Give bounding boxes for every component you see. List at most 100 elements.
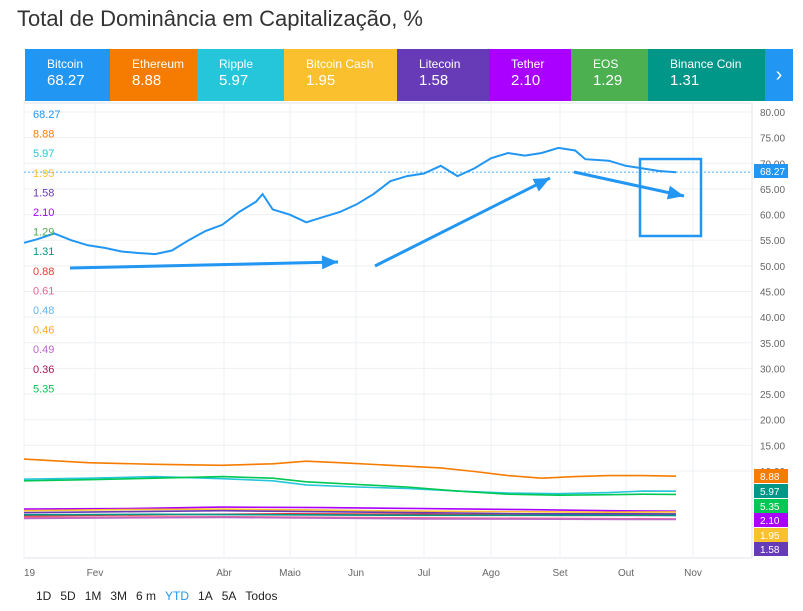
range-button-1m[interactable]: 1M [84, 589, 102, 603]
y-tick-label: 30.00 [760, 364, 785, 375]
annotation-arrow-up-shaft [374, 176, 551, 268]
range-button-1a[interactable]: 1A [198, 589, 213, 603]
tab-name: Bitcoin Cash [306, 57, 374, 71]
range-button-5a[interactable]: 5A [221, 589, 237, 603]
price-badge-value: 5.35 [760, 502, 780, 513]
price-badge [754, 528, 788, 542]
tab-name: Ethereum [132, 57, 185, 71]
x-tick-label: Abr [216, 568, 232, 579]
range-button-6m[interactable]: 6 m [136, 589, 157, 603]
price-badge-value: 68.27 [760, 167, 785, 178]
annotation-arrow-up-head [532, 178, 550, 192]
series-line-bitcoin [23, 146, 677, 256]
y-tick-label: 75.00 [760, 134, 785, 145]
legend-value: 0.48 [33, 305, 54, 317]
tab-name: Bitcoin [47, 57, 84, 71]
tab-value: 1.29 [593, 72, 623, 89]
x-tick-label: Out [618, 568, 634, 579]
x-tick-label: Set [552, 568, 567, 579]
y-tick-label: 20.00 [760, 416, 785, 427]
price-badge [754, 469, 788, 483]
y-tick-label: 60.00 [760, 211, 785, 222]
x-tick-label: Ago [482, 568, 500, 579]
y-tick-label: 50.00 [760, 262, 785, 273]
price-badge-value: 5.97 [760, 487, 780, 498]
x-tick-label: Jul [418, 568, 431, 579]
tab-eos[interactable]: EOS 1.29 [571, 49, 648, 101]
tab-name: EOS [593, 57, 619, 71]
tab-ripple[interactable]: Ripple 5.97 [197, 49, 284, 101]
price-badge-value: 1.95 [760, 531, 780, 542]
series-line-other3 [23, 516, 677, 521]
price-badge [754, 484, 788, 498]
tab-value: 1.31 [670, 72, 700, 89]
legend-value: 0.46 [33, 325, 54, 337]
tab-name: Binance Coin [670, 57, 742, 71]
range-button-ytd[interactable]: YTD [165, 589, 190, 603]
tab-name: Tether [511, 57, 545, 71]
series-line-ethereum [23, 458, 677, 480]
y-tick-label: 25.00 [760, 390, 785, 401]
y-tick-label: 45.00 [760, 288, 785, 299]
range-button-1d[interactable]: 1D [36, 589, 52, 603]
y-tick-label: 55.00 [760, 236, 785, 247]
tab-value: 1.58 [419, 72, 449, 89]
tab-bitcoin-cash[interactable]: Bitcoin Cash 1.95 [284, 49, 397, 101]
range-button-3m[interactable]: 3M [110, 589, 128, 603]
legend-value: 5.35 [33, 383, 54, 395]
tab-tether[interactable]: Tether 2.10 [489, 49, 571, 101]
price-badge [754, 164, 788, 178]
page-title: Total de Dominância em Capitalização, % [17, 6, 423, 31]
range-button-5d[interactable]: 5D [60, 589, 76, 603]
legend-value: 1.29 [33, 227, 54, 239]
legend-value: 5.97 [33, 148, 54, 160]
legend-value: 8.88 [33, 129, 54, 141]
price-badge-value: 1.58 [760, 545, 780, 556]
tab-value: 68.27 [47, 72, 85, 89]
x-tick-label: Nov [684, 568, 702, 579]
x-tick-label: 19 [24, 568, 36, 579]
legend-value: 68.27 [33, 109, 61, 121]
legend-value: 2.10 [33, 207, 54, 219]
coin-tabs: Bitcoin 68.27 Ethereum 8.88 Ripple 5.97 Bitcoi… [25, 49, 797, 101]
tab-value: 1.95 [306, 72, 336, 89]
annotation-arrow-flat-head [321, 255, 338, 270]
tab-bitcoin[interactable]: Bitcoin 68.27 [25, 49, 110, 101]
legend-value: 0.36 [33, 364, 54, 376]
series-line-tether [23, 475, 677, 497]
tab-name: Litecoin [419, 57, 461, 71]
x-tick-label: Maio [279, 568, 301, 579]
chevron-right-icon[interactable]: › [765, 49, 793, 101]
range-selector: 1D 5D 1M 3M 6 m YTD 1A 5A Todos [36, 589, 286, 603]
price-badge [754, 513, 788, 527]
y-tick-label: 40.00 [760, 313, 785, 324]
series-line-other [23, 513, 677, 517]
price-badge-value: 2.10 [760, 516, 780, 527]
annotation-arrow-down-head [666, 185, 684, 200]
y-tick-label: 65.00 [760, 185, 785, 196]
series-line-bitcoin-cash [23, 508, 677, 514]
tab-value: 2.10 [511, 72, 541, 89]
series-line-ripple [23, 475, 677, 495]
tab-value: 5.97 [219, 72, 249, 89]
tab-name: Ripple [219, 57, 254, 71]
price-badge-value: 8.88 [760, 472, 780, 483]
price-badge [754, 499, 788, 513]
legend-value: 0.49 [33, 344, 54, 356]
price-badge [754, 542, 788, 556]
tab-ethereum[interactable]: Ethereum 8.88 [110, 49, 197, 101]
legend-value: 1.95 [33, 168, 54, 180]
legend-value: 0.88 [33, 266, 54, 278]
y-tick-label: 80.00 [760, 108, 785, 119]
annotation-arrow-flat-shaft [69, 260, 339, 270]
tab-binance-coin[interactable]: Binance Coin 1.31 [648, 49, 765, 101]
plot-frame [23, 102, 753, 559]
range-button-todos[interactable]: Todos [245, 589, 278, 603]
x-tick-label: Jun [348, 568, 364, 579]
tab-litecoin[interactable]: Litecoin 1.58 [397, 49, 489, 101]
annotation-highlight-box [638, 157, 703, 238]
y-tick-label: 35.00 [760, 339, 785, 350]
series-line-litecoin [23, 506, 677, 512]
legend-value: 0.61 [33, 285, 54, 297]
